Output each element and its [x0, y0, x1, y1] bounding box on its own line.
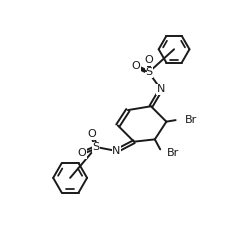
Text: Br: Br: [167, 148, 179, 158]
Text: O: O: [77, 148, 86, 158]
Text: Br: Br: [185, 115, 197, 125]
Text: N: N: [157, 84, 165, 94]
Text: S: S: [145, 67, 152, 77]
Text: S: S: [93, 142, 100, 152]
Text: O: O: [131, 61, 140, 71]
Text: O: O: [87, 129, 96, 139]
Text: N: N: [112, 146, 121, 156]
Text: O: O: [144, 55, 153, 65]
